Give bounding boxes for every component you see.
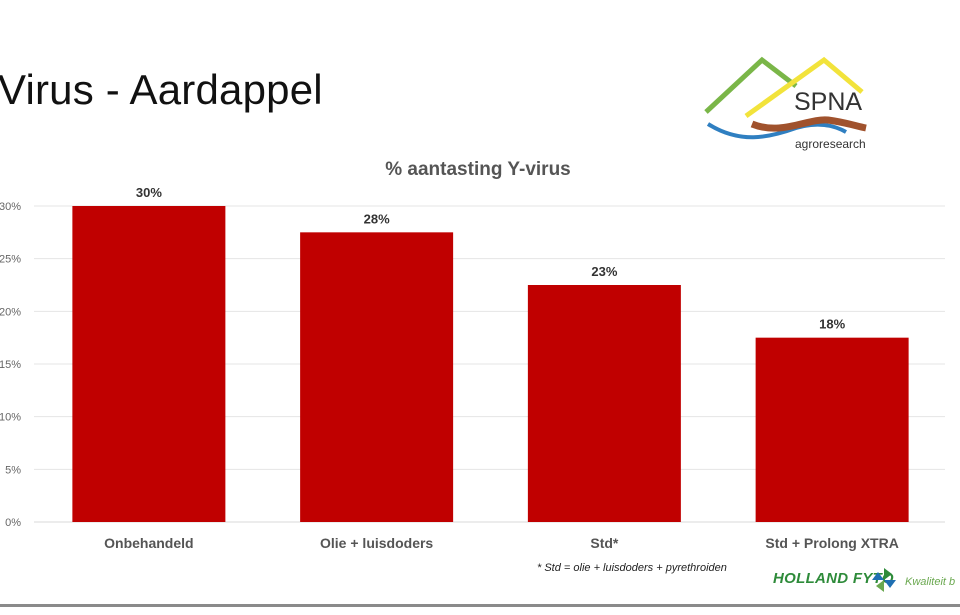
x-category-label: Onbehandeld bbox=[104, 535, 193, 551]
bar-chart: % aantasting Y-virus 0% 5% 10% 15% 20% 25% 30%… bbox=[0, 159, 945, 551]
hollandfyto-pinwheel-icon bbox=[872, 568, 896, 592]
y-axis-ticks: 0% 5% 10% 15% 20% 25% 30% bbox=[0, 201, 21, 529]
data-label: 18% bbox=[819, 317, 845, 332]
y-tick-label: 5% bbox=[5, 464, 21, 476]
data-label: 30% bbox=[136, 185, 162, 200]
x-category-label: Std* bbox=[590, 535, 619, 551]
spna-logo: SPNA agroresearch bbox=[704, 56, 867, 151]
chart-title: % aantasting Y-virus bbox=[385, 159, 571, 180]
x-category-label: Std + Prolong XTRA bbox=[765, 535, 898, 551]
data-labels: 30% 28% 23% 18% bbox=[136, 185, 846, 332]
x-axis-categories: Onbehandeld Olie + luisdoders Std* Std + Pr… bbox=[104, 535, 899, 551]
bar bbox=[300, 232, 454, 523]
spna-brown-wave-icon bbox=[750, 116, 867, 132]
x-category-label: Olie + luisdoders bbox=[320, 535, 433, 551]
hollandfyto-name: HOLLAND FYTO bbox=[773, 570, 894, 587]
y-tick-label: 20% bbox=[0, 306, 21, 318]
bar bbox=[755, 337, 909, 522]
bar bbox=[527, 285, 681, 522]
footnote: * Std = olie + luisdoders + pyrethroiden bbox=[537, 562, 727, 574]
hollandfyto-tagline: Kwaliteit b bbox=[905, 576, 956, 588]
y-tick-label: 25% bbox=[0, 254, 21, 266]
bars bbox=[72, 206, 909, 523]
y-tick-label: 0% bbox=[5, 517, 21, 529]
bar bbox=[72, 206, 226, 522]
slide-title: Virus - Aardappel bbox=[0, 66, 323, 113]
y-tick-label: 15% bbox=[0, 359, 21, 371]
slide-bottom-border bbox=[0, 604, 960, 607]
spna-green-roof-icon bbox=[704, 56, 798, 114]
y-tick-label: 10% bbox=[0, 412, 21, 424]
data-label: 28% bbox=[364, 211, 390, 226]
spna-subtitle: agroresearch bbox=[795, 137, 866, 151]
y-tick-label: 30% bbox=[0, 201, 21, 213]
data-label: 23% bbox=[591, 264, 617, 279]
spna-yellow-roof-icon bbox=[744, 56, 864, 119]
spna-name: SPNA bbox=[794, 88, 862, 116]
